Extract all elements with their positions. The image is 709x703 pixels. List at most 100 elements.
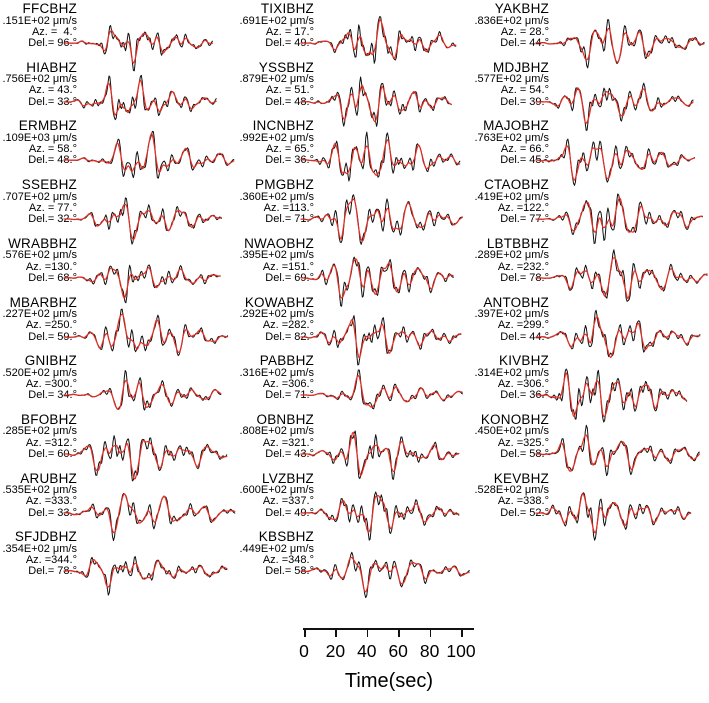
station-azimuth: Az. =250.° [25, 319, 77, 332]
waveform-plot [300, 256, 454, 307]
station-amplitude: .992E+02 μm/s [239, 131, 314, 144]
station-name: MBARBHZ [9, 294, 77, 310]
waveform-plot [63, 556, 228, 596]
station-block-pabbhz: PABBHZ .316E+02 μm/s Az. =306.° Del.= 71.° [237, 353, 474, 414]
station-amplitude: .836E+02 μm/s [474, 14, 549, 27]
station-azimuth: Az. =338.° [497, 495, 549, 508]
station-amplitude: .756E+02 μm/s [2, 73, 77, 86]
synthetic-trace [535, 145, 696, 181]
station-block-kevbhz: KEVBHZ .528E+02 μm/s Az. =338.° Del.= 52.° [472, 472, 709, 541]
synthetic-trace [535, 434, 700, 472]
station-azimuth: Az. =299.° [497, 319, 549, 332]
station-label: LVZBHZ .600E+02 μm/s Az. =337.° Del.= 49.° [237, 470, 314, 519]
synthetic-trace [535, 86, 694, 124]
waveform-plot [300, 194, 463, 245]
station-block-ssebhz: SSEBHZ .707E+02 μm/s Az. = 77.° Del.= 32.° [0, 178, 237, 245]
waveform-plot [63, 25, 214, 72]
waveform-plot [63, 492, 236, 541]
waveform-plot [535, 491, 692, 541]
synthetic-trace [300, 556, 470, 593]
station-label: ERMBHZ .109E+03 μm/s Az. = 58.° Del.= 48.° [0, 119, 77, 166]
waveform-plot [63, 370, 222, 411]
station-amplitude: .449E+02 μm/s [239, 542, 314, 555]
station-name: INCNBHZ [252, 118, 314, 134]
synthetic-trace [63, 559, 228, 588]
station-azimuth: Az. =300.° [25, 377, 77, 390]
station-name: HIABHZ [26, 59, 77, 75]
station-amplitude: .292E+02 μm/s [239, 308, 314, 320]
time-tick-label: 40 [357, 641, 377, 661]
station-block-kivbhz: KIVBHZ .314E+02 μm/s Az. =306.° Del.= 36.° [472, 354, 709, 423]
synthetic-trace [535, 492, 692, 533]
synthetic-trace [300, 374, 463, 408]
synthetic-trace [300, 431, 460, 476]
station-block-konobhz: KONOBHZ .450E+02 μm/s Az. =325.° Del.= 58.° [472, 413, 709, 476]
synthetic-trace [63, 380, 222, 411]
station-amplitude: .763E+02 μm/s [474, 131, 549, 144]
synthetic-trace [300, 198, 463, 242]
waveform-plot [535, 249, 708, 302]
station-label: LBTBBHZ .289E+02 μm/s Az. =232.° Del.= 78.° [472, 237, 549, 284]
waveform-plot [63, 197, 222, 245]
station-name: PABBHZ [259, 353, 314, 369]
station-block-kbsbhz: KBSBHZ .449E+02 μm/s Az. =348.° Del.= 58.° [237, 529, 474, 599]
synthetic-trace [535, 27, 705, 63]
synthetic-trace [63, 79, 217, 116]
waveform-plot [300, 314, 462, 365]
station-amplitude: .360E+02 μm/s [239, 190, 314, 203]
observed-trace [63, 131, 235, 179]
synthetic-trace [535, 257, 708, 300]
station-name: BFOBHZ [21, 411, 77, 427]
station-name: YAKBHZ [494, 1, 549, 16]
waveform-plot [63, 264, 221, 304]
waveform-plot [63, 131, 235, 179]
waveform-plot [300, 552, 470, 599]
station-azimuth: Az. =282.° [262, 319, 314, 332]
station-azimuth: Az. = 17.° [265, 25, 314, 38]
observed-trace [63, 74, 217, 120]
station-label: ARUBHZ .535E+02 μm/s Az. =333.° Del.= 33.° [0, 472, 77, 519]
station-amplitude: .316E+02 μm/s [239, 366, 314, 379]
observed-trace [300, 491, 460, 541]
station-name: LVZBHZ [262, 470, 314, 486]
time-tick-label: 100 [446, 641, 476, 661]
station-azimuth: Az. =122.° [497, 201, 549, 214]
synthetic-trace [535, 372, 688, 418]
station-azimuth: Az. =306.° [497, 377, 549, 390]
time-tick [461, 630, 463, 637]
station-name: TIXIBHZ [260, 1, 314, 16]
station-azimuth: Az. = 66.° [500, 143, 549, 156]
station-amplitude: .535E+02 μm/s [2, 484, 77, 497]
waveform-plot [535, 193, 703, 244]
observed-trace [300, 194, 463, 245]
synthetic-trace [300, 318, 462, 358]
station-name: YSSBHZ [258, 59, 314, 75]
time-tick-label: 20 [325, 641, 346, 661]
station-block-wrabbhz: WRABBHZ .576E+02 μm/s Az. =130.° Del.= 68.° [0, 237, 237, 304]
station-block-hiabhz: HIABHZ .756E+02 μm/s Az. = 43.° Del.= 33.° [0, 59, 237, 121]
synthetic-trace [300, 258, 454, 299]
synthetic-trace [63, 133, 235, 174]
station-amplitude: .879E+02 μm/s [239, 73, 314, 86]
station-azimuth: Az. =151.° [262, 260, 314, 273]
time-tick [366, 630, 369, 637]
station-amplitude: .528E+02 μm/s [474, 484, 549, 497]
station-amplitude: .419E+02 μm/s [474, 190, 549, 203]
station-azimuth: Az. =113.° [263, 201, 314, 214]
station-name: KOWABHZ [244, 294, 314, 310]
station-amplitude: .520E+02 μm/s [2, 366, 77, 379]
waveform-plot [300, 131, 461, 182]
station-azimuth: Az. =321.° [262, 436, 314, 449]
station-name: KBSBHZ [258, 529, 314, 545]
station-name: FFCBHZ [22, 1, 77, 16]
station-amplitude: .707E+02 μm/s [2, 190, 77, 203]
observed-trace [535, 491, 692, 541]
station-block-lbtbbhz: LBTBBHZ .289E+02 μm/s Az. =232.° Del.= 78.° [472, 237, 709, 302]
station-block-mbarbhz: MBARBHZ .227E+02 μm/s Az. =250.° Del.= 59.° [0, 294, 237, 356]
waveform-plot [535, 424, 700, 476]
station-amplitude: .314E+02 μm/s [474, 366, 549, 379]
station-block-ermbhz: ERMBHZ .109E+03 μm/s Az. = 58.° Del.= 48.° [0, 119, 237, 179]
observed-trace [300, 131, 461, 182]
waveform-plot [300, 369, 463, 410]
